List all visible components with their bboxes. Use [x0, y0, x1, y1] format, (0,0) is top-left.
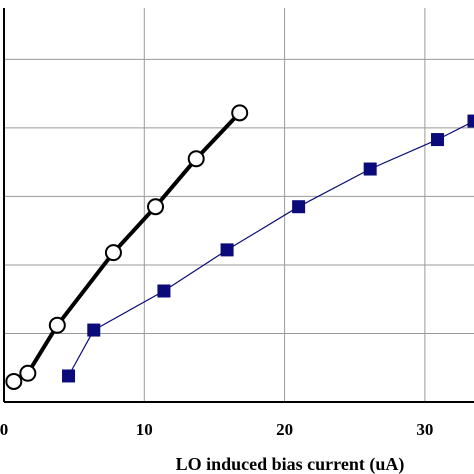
x-axis-label: LO induced bias current (uA)	[176, 454, 405, 474]
series-0-point-0	[5, 372, 23, 390]
series-0-point-3	[104, 244, 122, 262]
x-tick-labels: 0 10 20 30	[0, 420, 433, 439]
x-tick-label-1: 10	[136, 420, 153, 439]
series-0-point-5	[187, 150, 205, 168]
series-1-point-7	[467, 114, 474, 128]
series-1-point-3	[220, 243, 234, 257]
x-tick-label-0: 0	[0, 420, 8, 439]
series-layer	[5, 104, 474, 390]
series-0-point-6	[231, 104, 249, 122]
series-0-point-1	[19, 364, 37, 382]
x-tick-label-2: 20	[276, 420, 293, 439]
series-1-point-5	[363, 162, 377, 176]
series-0	[5, 104, 249, 390]
series-1-point-1	[87, 323, 101, 337]
series-0-point-4	[147, 198, 165, 216]
series-1-point-6	[431, 133, 445, 147]
x-tick-label-3: 30	[416, 420, 433, 439]
series-0-point-2	[48, 316, 66, 334]
axes	[3, 8, 474, 403]
series-1-point-2	[157, 284, 171, 298]
series-1-point-4	[292, 200, 306, 214]
series-0-line	[12, 111, 242, 384]
series-1	[62, 114, 474, 383]
grid	[4, 8, 474, 402]
series-1-point-0	[62, 369, 76, 383]
series-1-line	[67, 120, 474, 377]
